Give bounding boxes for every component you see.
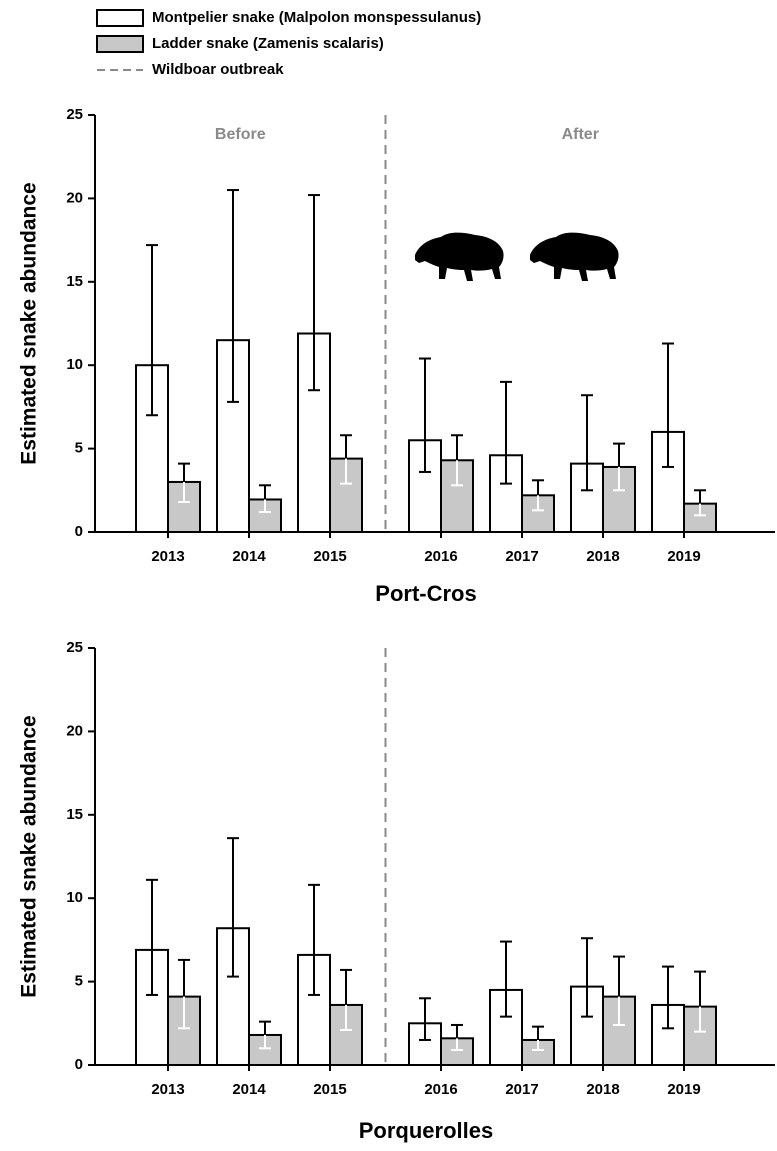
x-tick-label: 2013 xyxy=(151,548,184,565)
x-tick-label: 2013 xyxy=(151,1081,184,1098)
error-bar xyxy=(662,965,674,1030)
error-bar xyxy=(500,940,512,1018)
error-bar xyxy=(419,997,431,1041)
bar xyxy=(440,1037,474,1067)
error-bar xyxy=(146,244,158,417)
y-tick-label: 15 xyxy=(66,273,83,290)
x-tick-label: 2014 xyxy=(232,548,266,565)
x-tick-label: 2015 xyxy=(313,548,346,565)
error-bar xyxy=(340,434,352,485)
period-label: Before xyxy=(215,126,266,143)
legend-swatch xyxy=(96,9,144,27)
x-tick-label: 2017 xyxy=(505,1081,538,1098)
y-tick-label: 20 xyxy=(66,189,83,206)
error-bar xyxy=(227,189,239,403)
error-bar xyxy=(694,489,706,517)
error-bar xyxy=(613,955,625,1026)
x-axis-title: Port-Cros xyxy=(375,581,476,606)
error-bar xyxy=(451,434,463,487)
error-bar xyxy=(532,479,544,512)
y-tick-label: 0 xyxy=(75,523,83,540)
boar-icon xyxy=(415,232,504,281)
x-tick-label: 2016 xyxy=(424,1081,457,1098)
legend-label: Montpelier snake (Malpolon monspessulanu… xyxy=(152,9,481,26)
y-tick-label: 20 xyxy=(66,722,83,739)
bar xyxy=(489,454,523,533)
y-tick-label: 25 xyxy=(66,106,83,123)
error-bar xyxy=(500,380,512,485)
legend-label: Wildboar outbreak xyxy=(152,61,284,78)
x-axis-title: Porquerolles xyxy=(359,1118,493,1143)
error-bar xyxy=(581,937,593,1018)
error-bar xyxy=(694,970,706,1033)
x-tick-label: 2015 xyxy=(313,1081,346,1098)
error-bar xyxy=(340,968,352,1031)
error-bar xyxy=(227,837,239,978)
legend-swatch xyxy=(96,35,144,53)
y-tick-label: 5 xyxy=(75,440,83,457)
error-bar xyxy=(613,442,625,492)
error-bar xyxy=(146,878,158,996)
error-bar xyxy=(581,394,593,492)
y-tick-label: 15 xyxy=(66,806,83,823)
error-bar xyxy=(419,357,431,473)
y-axis-label: Estimated snake abundance xyxy=(18,715,41,997)
error-bar xyxy=(259,1020,271,1050)
error-bar xyxy=(308,194,320,392)
legend-label: Ladder snake (Zamenis scalaris) xyxy=(152,35,384,52)
x-tick-label: 2018 xyxy=(586,1081,619,1098)
y-tick-label: 25 xyxy=(66,639,83,656)
boar-icon xyxy=(530,232,619,281)
error-bar xyxy=(532,1025,544,1051)
error-bar xyxy=(178,462,190,503)
x-tick-label: 2016 xyxy=(424,548,457,565)
y-tick-label: 10 xyxy=(66,356,83,373)
y-tick-label: 10 xyxy=(66,889,83,906)
error-bar xyxy=(662,342,674,468)
x-tick-label: 2019 xyxy=(667,1081,700,1098)
x-tick-label: 2019 xyxy=(667,548,700,565)
y-tick-label: 5 xyxy=(75,973,83,990)
error-bar xyxy=(451,1023,463,1051)
period-label: After xyxy=(562,126,599,143)
x-tick-label: 2018 xyxy=(586,548,619,565)
x-tick-label: 2017 xyxy=(505,548,538,565)
y-axis-label: Estimated snake abundance xyxy=(18,182,41,464)
error-bar xyxy=(259,484,271,513)
y-tick-label: 0 xyxy=(75,1056,83,1073)
error-bar xyxy=(178,958,190,1030)
x-tick-label: 2014 xyxy=(232,1081,266,1098)
error-bar xyxy=(308,883,320,996)
